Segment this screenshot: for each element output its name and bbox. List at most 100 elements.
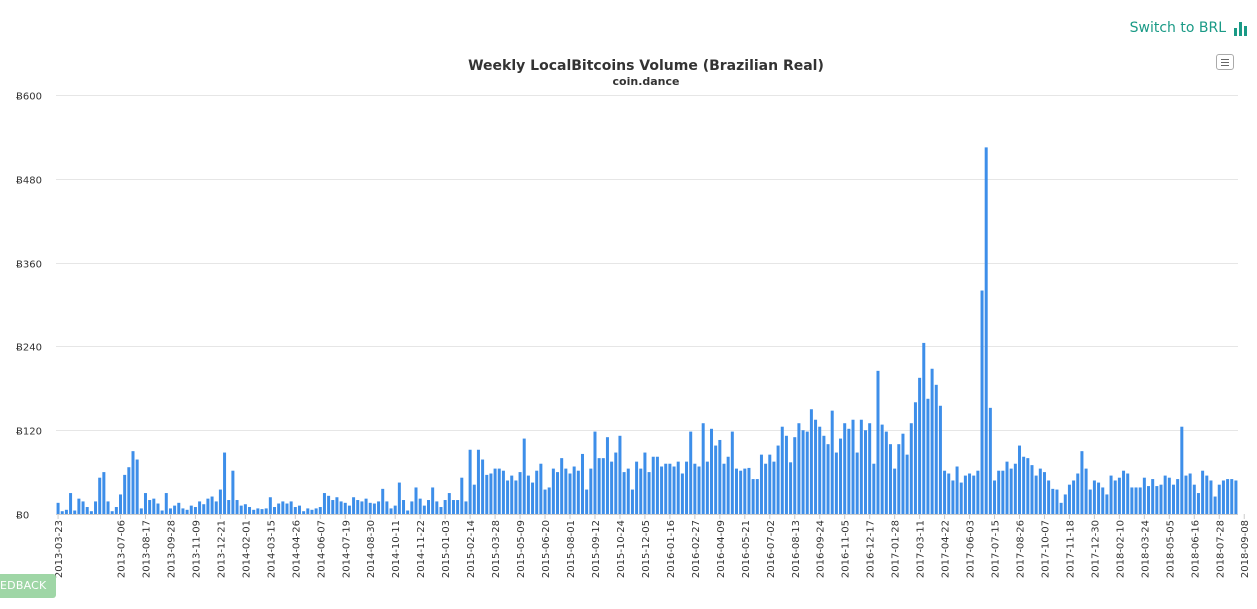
- bar: [689, 431, 693, 514]
- bar: [701, 423, 705, 514]
- x-tick-label: 2017-12-30: [1090, 520, 1101, 578]
- bar: [643, 452, 647, 514]
- bar: [918, 377, 922, 514]
- bar: [593, 431, 597, 514]
- bar: [855, 452, 859, 514]
- bar: [1205, 475, 1209, 514]
- bar: [997, 470, 1001, 514]
- chart-title: Weekly LocalBitcoins Volume (Brazilian R…: [468, 58, 824, 74]
- bar: [248, 507, 252, 514]
- bar: [198, 501, 202, 514]
- bar: [551, 468, 555, 514]
- x-tick-label: 2018-03-24: [1140, 520, 1151, 578]
- bar: [472, 484, 476, 514]
- x-tick-label: 2016-08-13: [791, 520, 802, 578]
- bar: [639, 468, 643, 514]
- bar: [277, 503, 281, 514]
- bar: [443, 500, 447, 514]
- bar: [976, 470, 980, 514]
- bar: [843, 423, 847, 514]
- bar: [447, 493, 451, 514]
- bar: [1059, 502, 1063, 514]
- bar: [930, 368, 934, 514]
- bar: [214, 501, 218, 514]
- bar: [81, 501, 85, 514]
- bar: [680, 473, 684, 514]
- bar: [522, 438, 526, 514]
- bar: [884, 431, 888, 514]
- bar: [755, 479, 759, 514]
- bar: [1234, 480, 1238, 514]
- x-tick-label: 2015-09-12: [591, 520, 602, 578]
- x-tick-label: 2017-11-18: [1065, 520, 1076, 578]
- bar: [972, 475, 976, 514]
- bar: [377, 501, 381, 514]
- bar: [834, 452, 838, 514]
- bar: [410, 501, 414, 514]
- bar: [131, 451, 135, 514]
- bar: [1038, 468, 1042, 514]
- bar: [119, 494, 123, 514]
- bar: [864, 430, 868, 514]
- bar: [797, 423, 801, 514]
- x-tick-label: 2013-08-17: [142, 520, 153, 578]
- x-tick-label: 2017-07-15: [991, 520, 1002, 578]
- feedback-button[interactable]: EDBACK: [0, 574, 56, 598]
- bar: [89, 511, 93, 514]
- bar: [801, 430, 805, 514]
- bar: [556, 472, 560, 514]
- bar: [660, 466, 664, 514]
- bar: [501, 470, 505, 514]
- bar: [814, 419, 818, 514]
- bar: [776, 445, 780, 514]
- x-tick-label: 2015-05-09: [516, 520, 527, 578]
- bar: [1171, 484, 1175, 514]
- bar: [759, 454, 763, 514]
- switch-to-brl-button[interactable]: Switch to BRL: [1130, 20, 1247, 36]
- bar: [1226, 479, 1230, 514]
- bar: [793, 437, 797, 514]
- bar: [580, 453, 584, 514]
- bar: [372, 503, 376, 514]
- bar: [934, 384, 938, 514]
- y-tick-label: Ƀ480: [16, 176, 42, 187]
- bar: [714, 445, 718, 514]
- x-tick-label: 2018-09-08: [1240, 520, 1251, 578]
- bar: [1097, 482, 1101, 514]
- bar: [988, 407, 992, 514]
- bar: [805, 431, 809, 514]
- chart-subtitle: coin.dance: [613, 75, 680, 88]
- bar: [1217, 484, 1221, 514]
- x-tick-label: 2013-12-21: [216, 520, 227, 578]
- x-tick-label: 2016-01-16: [666, 520, 677, 578]
- bar: [1117, 477, 1121, 514]
- bar: [468, 449, 472, 514]
- bar: [173, 505, 177, 514]
- bar: [1105, 494, 1109, 514]
- bar: [705, 461, 709, 515]
- bar: [1005, 461, 1009, 515]
- y-tick-label: Ƀ120: [16, 427, 42, 438]
- bar: [239, 505, 243, 514]
- bar: [85, 507, 89, 514]
- bar: [139, 508, 143, 514]
- bar: [181, 508, 185, 514]
- bar: [697, 466, 701, 514]
- bar: [1167, 477, 1171, 514]
- bar: [177, 502, 181, 514]
- bar: [402, 500, 406, 514]
- bar: [327, 495, 331, 514]
- bar: [281, 501, 285, 514]
- bar: [106, 501, 110, 514]
- bar: [722, 463, 726, 514]
- x-tick-label: 2017-06-03: [966, 520, 977, 578]
- bar: [397, 482, 401, 514]
- bar: [460, 477, 464, 514]
- bar: [622, 472, 626, 514]
- bar: [718, 439, 722, 514]
- bar: [693, 463, 697, 514]
- x-tick-label: 2014-04-26: [291, 520, 302, 578]
- bar: [1063, 494, 1067, 514]
- bar: [1126, 473, 1130, 514]
- chart-menu-button[interactable]: [1216, 54, 1234, 70]
